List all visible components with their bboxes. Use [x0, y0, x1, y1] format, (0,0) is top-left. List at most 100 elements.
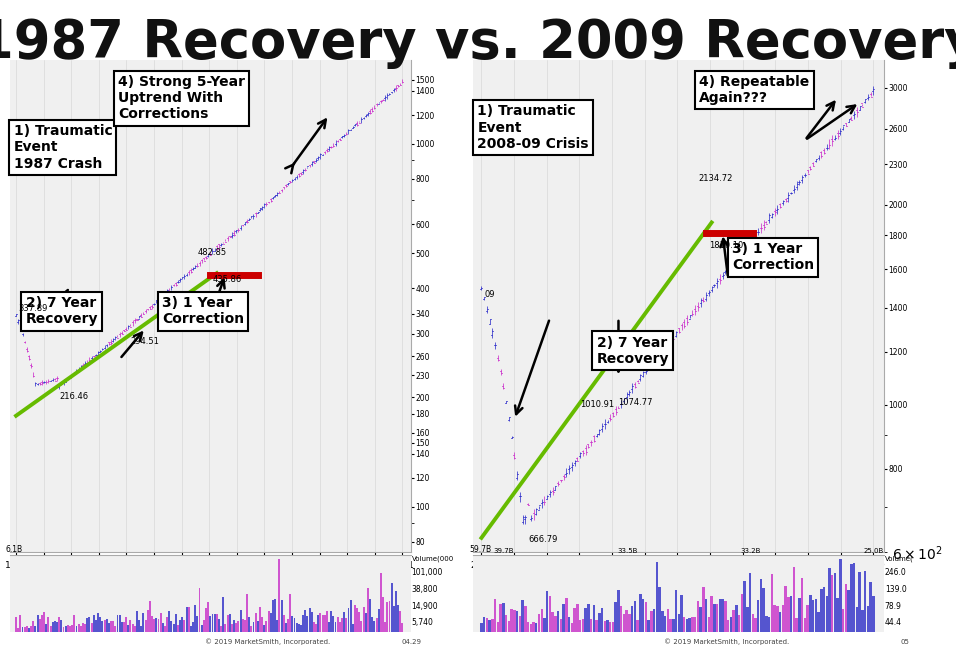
- Bar: [350, 600, 352, 632]
- Bar: [371, 617, 373, 632]
- Bar: [22, 627, 24, 632]
- Bar: [249, 617, 250, 632]
- Bar: [650, 611, 653, 632]
- Bar: [867, 606, 869, 632]
- Bar: [722, 599, 724, 632]
- Bar: [326, 611, 328, 632]
- Bar: [225, 624, 227, 632]
- Bar: [252, 622, 254, 632]
- Bar: [158, 619, 160, 632]
- Bar: [815, 599, 817, 632]
- Bar: [196, 615, 198, 632]
- Bar: [313, 622, 315, 632]
- Bar: [335, 622, 337, 632]
- Bar: [110, 622, 112, 632]
- Bar: [751, 614, 754, 632]
- Bar: [820, 589, 822, 632]
- Bar: [703, 587, 705, 632]
- Bar: [141, 626, 142, 632]
- Bar: [41, 615, 43, 632]
- Bar: [216, 614, 218, 632]
- Bar: [662, 611, 663, 632]
- Bar: [54, 621, 55, 632]
- Bar: [861, 609, 863, 632]
- Bar: [749, 573, 751, 632]
- Bar: [95, 620, 97, 632]
- Bar: [729, 617, 732, 632]
- Bar: [302, 615, 304, 632]
- Bar: [382, 597, 384, 632]
- Bar: [345, 619, 347, 632]
- Bar: [562, 603, 565, 632]
- Bar: [352, 624, 354, 632]
- Bar: [798, 598, 800, 632]
- Bar: [317, 615, 319, 632]
- Bar: [508, 621, 511, 632]
- Bar: [79, 626, 82, 632]
- Bar: [557, 611, 559, 632]
- Text: 44.4: 44.4: [884, 618, 902, 628]
- Text: 4) Strong 5-Year
Uptrend With
Corrections: 4) Strong 5-Year Uptrend With Correction…: [118, 75, 245, 121]
- Bar: [606, 620, 609, 632]
- Bar: [790, 595, 793, 632]
- Bar: [293, 618, 295, 632]
- Bar: [300, 625, 302, 632]
- Bar: [272, 600, 273, 632]
- Bar: [571, 623, 573, 632]
- Bar: [98, 613, 99, 632]
- Text: 1987 Recovery vs. 2009 Recovery: 1987 Recovery vs. 2009 Recovery: [0, 17, 956, 69]
- Bar: [45, 624, 47, 632]
- Bar: [494, 599, 496, 632]
- Bar: [233, 619, 235, 632]
- Bar: [806, 605, 809, 632]
- Bar: [281, 600, 283, 632]
- Bar: [91, 624, 93, 632]
- Bar: [166, 617, 168, 632]
- Text: 04.29: 04.29: [402, 639, 422, 644]
- Bar: [36, 615, 38, 632]
- Bar: [823, 587, 825, 632]
- Bar: [653, 609, 655, 632]
- Bar: [274, 599, 276, 632]
- Text: 294.51: 294.51: [130, 337, 160, 347]
- Bar: [149, 601, 151, 632]
- Bar: [869, 582, 872, 632]
- Bar: [393, 605, 395, 632]
- Bar: [67, 626, 69, 632]
- Bar: [809, 595, 812, 632]
- Text: 1010.91: 1010.91: [580, 401, 614, 409]
- Bar: [99, 617, 101, 632]
- Bar: [773, 605, 776, 632]
- Bar: [77, 624, 79, 632]
- Bar: [19, 615, 21, 632]
- Bar: [184, 619, 185, 632]
- Bar: [84, 624, 86, 632]
- Bar: [192, 622, 194, 632]
- Bar: [480, 623, 483, 632]
- Bar: [220, 626, 222, 632]
- Bar: [640, 594, 641, 632]
- Bar: [836, 598, 839, 632]
- Bar: [142, 613, 144, 632]
- Text: 435.86: 435.86: [212, 276, 242, 284]
- Text: 6.1B: 6.1B: [6, 545, 23, 554]
- Bar: [538, 613, 540, 632]
- Bar: [628, 614, 631, 632]
- Bar: [603, 621, 606, 632]
- Bar: [565, 598, 568, 632]
- Bar: [69, 626, 71, 632]
- Text: 2) 7 Year
Recovery: 2) 7 Year Recovery: [597, 336, 669, 366]
- Bar: [365, 613, 367, 632]
- Bar: [587, 604, 590, 632]
- Bar: [338, 622, 341, 632]
- Bar: [384, 622, 386, 632]
- Bar: [309, 608, 311, 632]
- Bar: [801, 578, 803, 632]
- Bar: [324, 615, 326, 632]
- Text: 1810.10: 1810.10: [709, 241, 743, 250]
- Bar: [771, 575, 773, 632]
- Bar: [268, 611, 270, 632]
- Bar: [164, 626, 166, 632]
- Bar: [735, 605, 737, 632]
- Text: 1) Traumatic
Event
2008-09 Crisis: 1) Traumatic Event 2008-09 Crisis: [477, 104, 589, 151]
